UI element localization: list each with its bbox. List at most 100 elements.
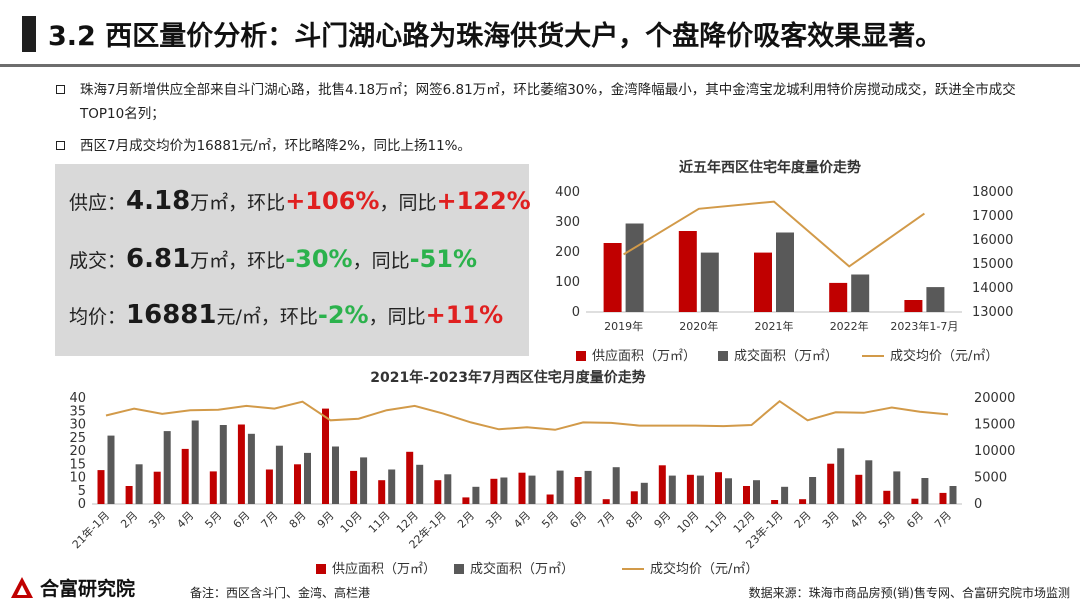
- header: 3.2 西区量价分析：斗门湖心路为珠海供货大户，个盘降价吸客效果显著。: [0, 0, 1080, 67]
- deal-bar: [700, 252, 719, 312]
- kpi-yoy: +11%: [425, 301, 504, 329]
- supply-bar: [602, 499, 610, 504]
- x-tick-label: 3月: [483, 509, 505, 531]
- x-tick-label: 2022年: [830, 319, 869, 333]
- supply-bar: [490, 478, 498, 504]
- x-tick-label: 7月: [595, 509, 617, 531]
- legend-swatch: [576, 351, 586, 361]
- y2-tick-label: 17000: [972, 209, 1013, 224]
- supply-bar: [181, 448, 189, 504]
- header-divider: [0, 64, 1080, 67]
- y2-tick-label: 10000: [974, 444, 1015, 459]
- kpi-price-row: 均价：16881元/㎡，环比-2%，同比+11%: [69, 300, 503, 330]
- deal-bar: [416, 464, 424, 504]
- deal-bar: [360, 457, 368, 504]
- legend-label: 成交均价（元/㎡）: [890, 348, 998, 364]
- x-tick-label: 11月: [703, 509, 730, 536]
- deal-bar: [163, 431, 171, 504]
- deal-bar: [625, 223, 644, 312]
- deal-bar: [776, 232, 794, 312]
- y-tick-label: 5: [78, 484, 86, 499]
- x-tick-label: 11月: [366, 509, 393, 536]
- y-tick-label: 100: [555, 275, 580, 290]
- supply-bar: [237, 424, 245, 504]
- deal-bar: [275, 445, 283, 504]
- y-tick-label: 200: [555, 245, 580, 260]
- supply-bar: [603, 243, 622, 312]
- deal-bar: [921, 478, 929, 504]
- footnote: 备注：西区含斗门、金湾、高栏港: [190, 586, 371, 600]
- supply-bar: [678, 231, 697, 312]
- page-title: 3.2 西区量价分析：斗门湖心路为珠海供货大户，个盘降价吸客效果显著。: [48, 21, 943, 52]
- deal-bar: [865, 460, 873, 504]
- x-tick-label: 8月: [623, 509, 645, 531]
- deal-bar: [107, 435, 115, 504]
- x-tick-label: 3月: [146, 509, 168, 531]
- x-tick-label: 6月: [904, 509, 926, 531]
- supply-bar: [125, 486, 133, 504]
- supply-bar: [378, 480, 386, 504]
- title-accent-bar: [22, 16, 36, 52]
- supply-bar: [904, 300, 923, 312]
- x-tick-label: 5月: [539, 509, 561, 531]
- x-tick-label: 9月: [315, 509, 337, 531]
- supply-bar: [265, 469, 273, 504]
- y-tick-label: 40: [69, 391, 86, 406]
- supply-bar: [97, 470, 105, 504]
- kpi-label: 供应：: [69, 192, 127, 214]
- y-tick-label: 0: [572, 305, 580, 320]
- deal-bar: [949, 486, 957, 504]
- supply-bar: [322, 408, 329, 504]
- supply-bar: [686, 474, 694, 504]
- kpi-sep: ，同比: [368, 306, 426, 328]
- logo-mark-icon: [11, 577, 33, 598]
- supply-bar: [743, 486, 750, 504]
- x-tick-label: 5月: [876, 509, 898, 531]
- supply-bar: [771, 500, 779, 504]
- kpi-panel: 供应：4.18万㎡，环比+106%，同比+122% 成交：6.81万㎡，环比-3…: [55, 164, 531, 356]
- kpi-unit: 万㎡，环比: [190, 250, 286, 272]
- deal-bar: [781, 486, 789, 504]
- supply-bar: [939, 492, 947, 504]
- x-tick-label: 5月: [202, 509, 224, 531]
- deal-bar: [247, 433, 255, 504]
- supply-bar: [209, 471, 217, 504]
- x-tick-label: 2020年: [679, 319, 718, 333]
- x-tick-label: 7月: [259, 509, 281, 531]
- deal-bar: [837, 448, 845, 504]
- bullet-text: 珠海7月新增供应全部来自斗门湖心路，批售4.18万㎡；网签6.81万㎡，环比萎缩…: [80, 82, 1016, 122]
- kpi-value: 6.81: [126, 244, 191, 274]
- y-tick-label: 400: [555, 185, 580, 200]
- y2-tick-label: 5000: [974, 471, 1007, 486]
- supply-bar: [829, 282, 848, 312]
- deal-bar: [135, 464, 143, 505]
- deal-bar: [472, 486, 480, 504]
- y2-tick-label: 14000: [972, 281, 1013, 296]
- kpi-sep: ，同比: [379, 192, 437, 214]
- deal-bar: [640, 482, 648, 504]
- supply-bar: [434, 480, 442, 504]
- y2-tick-label: 13000: [972, 305, 1013, 320]
- deal-bar: [500, 477, 508, 504]
- supply-bar: [799, 499, 807, 504]
- x-tick-label: 2023年1-7月: [890, 319, 958, 333]
- deal-bar: [809, 477, 817, 504]
- x-tick-label: 9月: [652, 509, 674, 531]
- deal-bar: [528, 475, 536, 504]
- legend-swatch: [316, 564, 326, 574]
- supply-bar: [883, 490, 891, 505]
- deal-bar: [556, 470, 564, 504]
- deal-bar: [668, 475, 676, 504]
- deal-bar: [612, 467, 620, 504]
- kpi-mom: -2%: [317, 301, 369, 329]
- y-tick-label: 10: [69, 471, 86, 486]
- x-tick-label: 4月: [174, 509, 196, 531]
- kpi-value: 16881: [126, 300, 217, 330]
- kpi-supply-row: 供应：4.18万㎡，环比+106%，同比+122%: [69, 186, 531, 216]
- x-tick-label: 4月: [848, 509, 870, 531]
- kpi-mom: -30%: [285, 245, 353, 273]
- deal-bar: [191, 420, 199, 504]
- price-line: [105, 399, 949, 431]
- y2-tick-label: 15000: [974, 418, 1015, 433]
- supply-bar: [350, 470, 358, 504]
